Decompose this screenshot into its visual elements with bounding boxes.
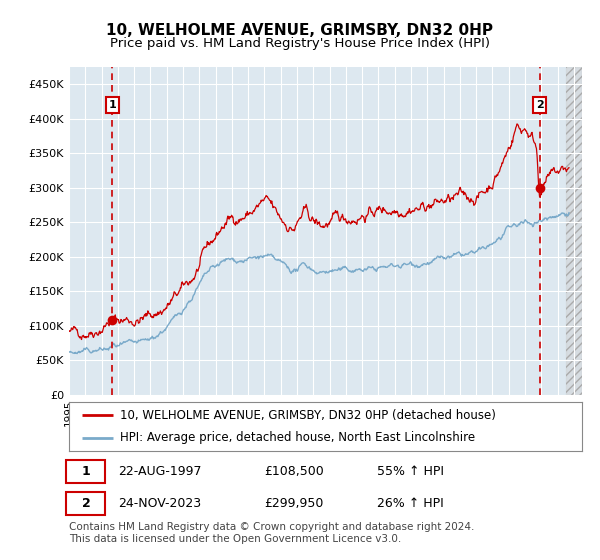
Text: 10, WELHOLME AVENUE, GRIMSBY, DN32 0HP: 10, WELHOLME AVENUE, GRIMSBY, DN32 0HP	[107, 24, 493, 38]
Bar	[566, 67, 582, 395]
FancyBboxPatch shape	[67, 460, 105, 483]
Text: 10, WELHOLME AVENUE, GRIMSBY, DN32 0HP (detached house): 10, WELHOLME AVENUE, GRIMSBY, DN32 0HP (…	[121, 409, 496, 422]
Text: 2: 2	[82, 497, 91, 510]
Text: £108,500: £108,500	[264, 465, 323, 478]
Text: 24-NOV-2023: 24-NOV-2023	[118, 497, 201, 510]
Text: 1: 1	[82, 465, 91, 478]
FancyBboxPatch shape	[67, 492, 105, 515]
Text: Contains HM Land Registry data © Crown copyright and database right 2024.
This d: Contains HM Land Registry data © Crown c…	[69, 522, 475, 544]
Text: 22-AUG-1997: 22-AUG-1997	[118, 465, 201, 478]
Text: 1: 1	[108, 100, 116, 110]
Text: £299,950: £299,950	[264, 497, 323, 510]
Text: Price paid vs. HM Land Registry's House Price Index (HPI): Price paid vs. HM Land Registry's House …	[110, 37, 490, 50]
Text: 55% ↑ HPI: 55% ↑ HPI	[377, 465, 444, 478]
Text: 26% ↑ HPI: 26% ↑ HPI	[377, 497, 443, 510]
Text: HPI: Average price, detached house, North East Lincolnshire: HPI: Average price, detached house, Nort…	[121, 432, 475, 445]
Text: 2: 2	[536, 100, 544, 110]
Bar	[566, 67, 582, 395]
